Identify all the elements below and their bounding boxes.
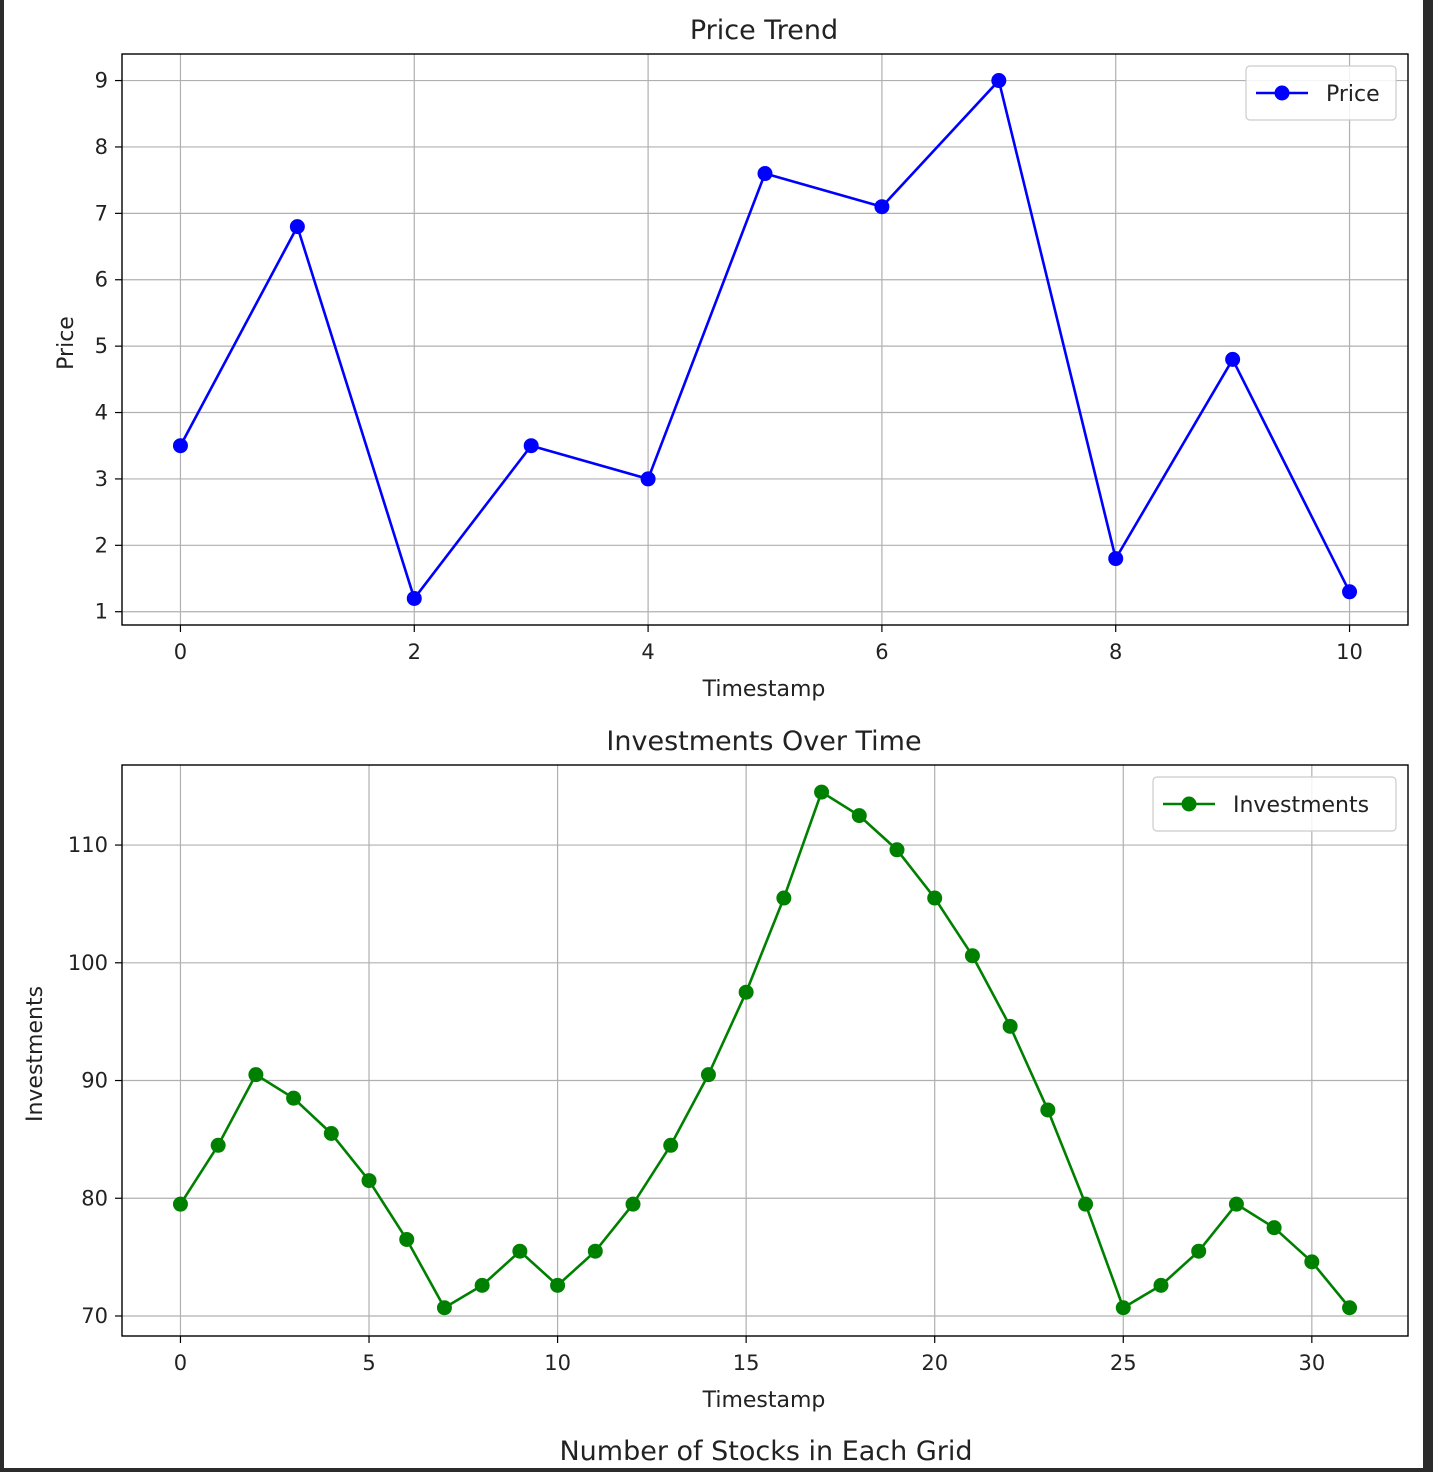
y-tick-label: 8 bbox=[95, 135, 108, 159]
x-tick-label: 15 bbox=[733, 1351, 760, 1375]
y-tick-label: 9 bbox=[95, 69, 108, 93]
data-point bbox=[289, 219, 305, 235]
investments-chart: Investments Over Time Timestamp Investme… bbox=[23, 726, 1409, 1413]
data-point bbox=[436, 1300, 452, 1316]
x-axis-label: Timestamp bbox=[702, 1388, 826, 1413]
data-point bbox=[286, 1090, 302, 1106]
y-tick-label: 2 bbox=[95, 533, 108, 557]
x-tick-label: 4 bbox=[641, 640, 654, 664]
series-line bbox=[179, 790, 1351, 1310]
x-tick-label: 2 bbox=[408, 640, 421, 664]
data-point bbox=[776, 890, 792, 906]
legend-marker bbox=[1181, 796, 1197, 812]
data-point bbox=[1002, 1018, 1018, 1034]
y-tick-label: 5 bbox=[95, 334, 108, 358]
figure-canvas: Price Trend Timestamp Price 0 2 4 6 8 10 1 2 3 4 5… bbox=[4, 0, 1423, 1468]
data-point bbox=[1108, 551, 1124, 567]
data-point bbox=[323, 1126, 339, 1142]
charts-svg: Price Trend Timestamp Price 0 2 4 6 8 1012345… bbox=[23, 15, 1409, 1467]
x-tick-label: 30 bbox=[1298, 1351, 1325, 1375]
data-point bbox=[927, 890, 943, 906]
data-point bbox=[1040, 1102, 1056, 1118]
data-point bbox=[1153, 1277, 1169, 1293]
data-point bbox=[814, 784, 830, 800]
y-tick-label: 80 bbox=[81, 1186, 108, 1210]
plot-frame bbox=[121, 764, 1409, 1337]
data-point bbox=[663, 1137, 679, 1153]
x-axis-label: Timestamp bbox=[702, 677, 826, 702]
data-point bbox=[1115, 1300, 1131, 1316]
series-line bbox=[179, 79, 1351, 600]
legend-marker bbox=[1274, 85, 1290, 101]
data-point bbox=[248, 1067, 264, 1083]
data-point bbox=[406, 590, 422, 606]
data-point bbox=[738, 984, 754, 1000]
data-point bbox=[700, 1067, 716, 1083]
data-point bbox=[1228, 1196, 1244, 1212]
legend-label: Price bbox=[1326, 82, 1380, 107]
x-tick-label: 8 bbox=[1109, 640, 1122, 664]
data-point bbox=[640, 471, 656, 487]
plot-frame bbox=[121, 53, 1409, 626]
y-tick-label: 110 bbox=[68, 833, 108, 857]
data-point bbox=[474, 1277, 490, 1293]
figure-caption: Number of Stocks in Each Grid bbox=[559, 1436, 972, 1467]
data-point bbox=[625, 1196, 641, 1212]
data-point bbox=[1304, 1254, 1320, 1270]
x-tick-label: 0 bbox=[174, 1351, 187, 1375]
data-point bbox=[889, 842, 905, 858]
legend-box bbox=[1245, 65, 1397, 121]
data-point bbox=[874, 199, 890, 215]
data-point bbox=[1225, 351, 1241, 367]
data-point bbox=[361, 1173, 377, 1189]
data-point bbox=[851, 808, 867, 824]
data-point bbox=[757, 166, 773, 182]
chart-title: Price Trend bbox=[690, 15, 838, 46]
y-tick-label: 100 bbox=[68, 951, 108, 975]
y-tick-label: 6 bbox=[95, 268, 108, 292]
x-tick-label: 20 bbox=[921, 1351, 948, 1375]
data-point bbox=[1342, 1300, 1358, 1316]
data-point bbox=[172, 438, 188, 454]
y-tick-label: 1 bbox=[95, 600, 108, 624]
y-tick-label: 90 bbox=[81, 1069, 108, 1093]
x-tick-label: 0 bbox=[174, 640, 187, 664]
x-tick-label: 25 bbox=[1110, 1351, 1137, 1375]
price-trend-chart: Price Trend Timestamp Price 0 2 4 6 8 1012345… bbox=[54, 15, 1409, 702]
x-tick-label: 10 bbox=[544, 1351, 571, 1375]
data-point bbox=[1191, 1243, 1207, 1259]
y-axis-label: Investments bbox=[23, 986, 48, 1122]
data-point bbox=[512, 1243, 528, 1259]
data-point bbox=[210, 1137, 226, 1153]
y-tick-label: 7 bbox=[95, 201, 108, 225]
data-point bbox=[1266, 1220, 1282, 1236]
legend-label: Investments bbox=[1233, 793, 1369, 818]
data-point bbox=[550, 1277, 566, 1293]
data-point bbox=[1342, 584, 1358, 600]
y-tick-label: 4 bbox=[95, 401, 108, 425]
x-tick-label: 5 bbox=[362, 1351, 375, 1375]
data-point bbox=[172, 1196, 188, 1212]
chart-title: Investments Over Time bbox=[606, 726, 921, 757]
x-tick-label: 10 bbox=[1336, 640, 1363, 664]
data-point bbox=[523, 438, 539, 454]
y-tick-label: 70 bbox=[81, 1304, 108, 1328]
data-point bbox=[964, 948, 980, 964]
y-tick-label: 3 bbox=[95, 467, 108, 491]
data-point bbox=[991, 73, 1007, 89]
y-axis-label: Price bbox=[54, 316, 79, 370]
data-point bbox=[1078, 1196, 1094, 1212]
data-point bbox=[399, 1231, 415, 1247]
window-edge bbox=[1423, 0, 1433, 1468]
x-tick-label: 6 bbox=[875, 640, 888, 664]
data-point bbox=[587, 1243, 603, 1259]
legend-box bbox=[1152, 776, 1397, 832]
